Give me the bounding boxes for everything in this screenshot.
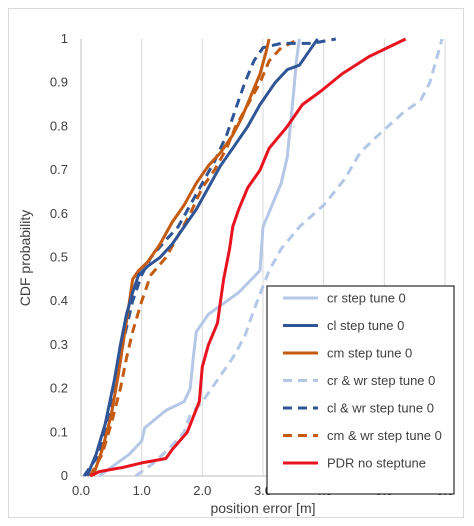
y-tick-label: 0.9 xyxy=(50,75,68,90)
x-tick-label: 1.0 xyxy=(133,483,151,498)
legend-label: cl step tune 0 xyxy=(327,318,404,333)
legend-label: cm & wr step tune 0 xyxy=(327,428,442,443)
legend-label: cl & wr step tune 0 xyxy=(327,401,434,416)
series-line-4 xyxy=(134,38,444,478)
x-tick-label: 0.0 xyxy=(72,483,90,498)
y-tick-label: 0.4 xyxy=(50,293,68,308)
y-axis-title: CDF probability xyxy=(17,210,33,306)
legend-label: cr & wr step tune 0 xyxy=(327,373,435,388)
legend-label: cm step tune 0 xyxy=(327,346,412,361)
y-tick-label: 1 xyxy=(61,31,68,46)
y-tick-label: 0 xyxy=(61,468,68,483)
legend-box xyxy=(266,285,455,495)
series-line-1 xyxy=(98,38,301,478)
x-axis-title: position error [m] xyxy=(210,500,315,516)
legend: cr step tune 0 cl step tune 0 cm step tune… xyxy=(266,285,455,495)
series-line-5 xyxy=(82,37,337,477)
y-tick-label: 0.1 xyxy=(50,424,68,439)
y-tick-label: 0.7 xyxy=(50,162,68,177)
y-tick-label: 0.5 xyxy=(50,250,68,265)
y-tick-label: 0.2 xyxy=(50,381,68,396)
series-line-3 xyxy=(91,38,271,477)
y-tick-label: 0.3 xyxy=(50,337,68,352)
x-tick-label: 2.0 xyxy=(193,483,211,498)
legend-label: PDR no steptune xyxy=(327,456,426,471)
series-line-7 xyxy=(89,37,407,478)
chart-frame xyxy=(8,8,464,518)
y-tick-label: 0.6 xyxy=(50,206,68,221)
series-line-2 xyxy=(85,38,319,477)
series-lines xyxy=(82,37,444,478)
legend-label: cr step tune 0 xyxy=(327,291,406,306)
y-tick-label: 0.8 xyxy=(50,118,68,133)
